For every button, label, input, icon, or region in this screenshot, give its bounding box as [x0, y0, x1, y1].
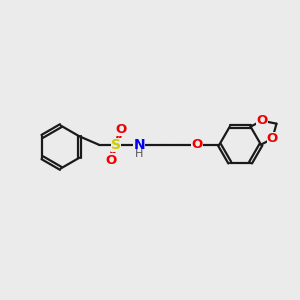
- Text: O: O: [191, 138, 203, 151]
- Text: O: O: [267, 132, 278, 145]
- Text: O: O: [116, 123, 127, 136]
- Text: O: O: [105, 154, 116, 166]
- Text: H: H: [135, 149, 143, 159]
- Text: S: S: [111, 138, 121, 152]
- Text: O: O: [256, 114, 268, 127]
- Text: N: N: [133, 138, 145, 152]
